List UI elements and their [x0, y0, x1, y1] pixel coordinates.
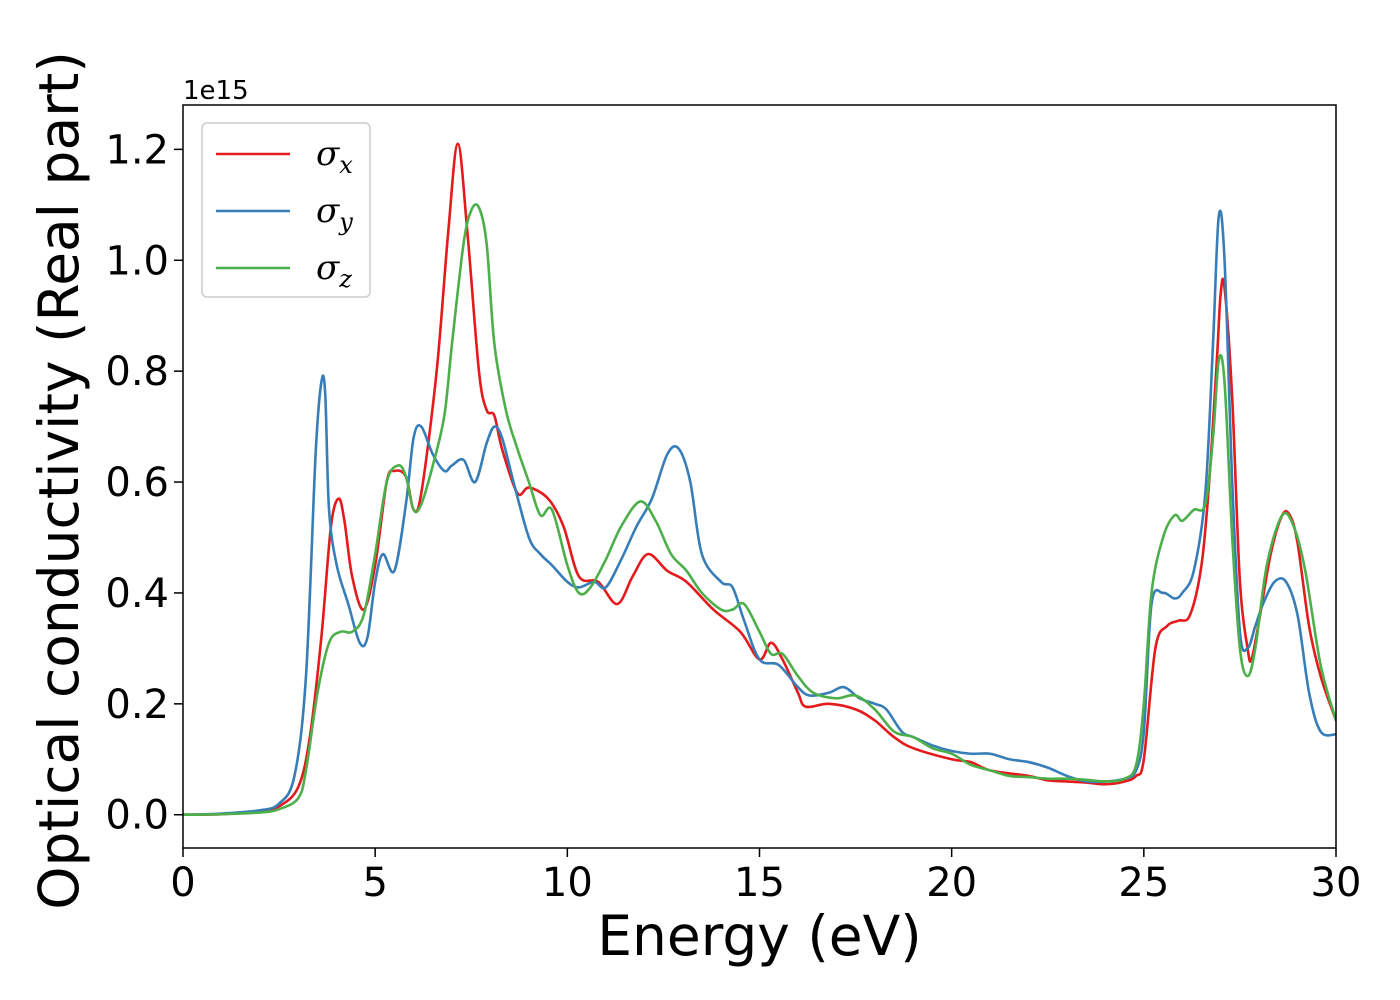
legend-label-sigma-x: σx	[316, 134, 353, 179]
legend-subscript: y	[338, 208, 353, 236]
y-tick-label: 1.2	[105, 127, 169, 173]
series-layer	[183, 142, 1336, 817]
y-axis: 0.0 0.2 0.4 0.6 0.8 1.0 1.2	[105, 127, 183, 839]
legend-symbol: σ	[316, 248, 340, 288]
legend-label-sigma-y: σy	[316, 191, 353, 236]
y-tick-label: 0.0	[105, 793, 169, 839]
y-tick-label: 0.6	[105, 460, 169, 506]
y-tick-label: 0.4	[105, 571, 169, 617]
x-tick-label: 25	[1118, 860, 1169, 906]
x-tick-label: 0	[170, 860, 195, 906]
x-tick-label: 5	[362, 860, 387, 906]
x-tick-label: 20	[926, 860, 977, 906]
y-tick-label: 0.8	[105, 349, 169, 395]
x-tick-label: 10	[542, 860, 593, 906]
x-axis-label: Energy (eV)	[597, 904, 921, 968]
legend-subscript: z	[338, 265, 352, 293]
x-tick-label: 15	[734, 860, 785, 906]
y-tick-label: 0.2	[105, 682, 169, 728]
y-offset-label: 1e15	[183, 76, 249, 106]
y-tick-label: 1.0	[105, 238, 169, 284]
x-axis: 0 5 10 15 20 25 30	[170, 848, 1361, 906]
x-tick-label: 30	[1311, 860, 1362, 906]
legend-symbol: σ	[316, 134, 340, 174]
series-line-sigma-z	[183, 203, 1336, 817]
legend-subscript: x	[339, 151, 353, 179]
y-axis-label: Optical conductivity (Real part)	[27, 51, 91, 910]
legend-symbol: σ	[316, 191, 340, 231]
legend-label-sigma-z: σz	[316, 248, 352, 293]
series-line-sigma-y	[183, 209, 1336, 817]
